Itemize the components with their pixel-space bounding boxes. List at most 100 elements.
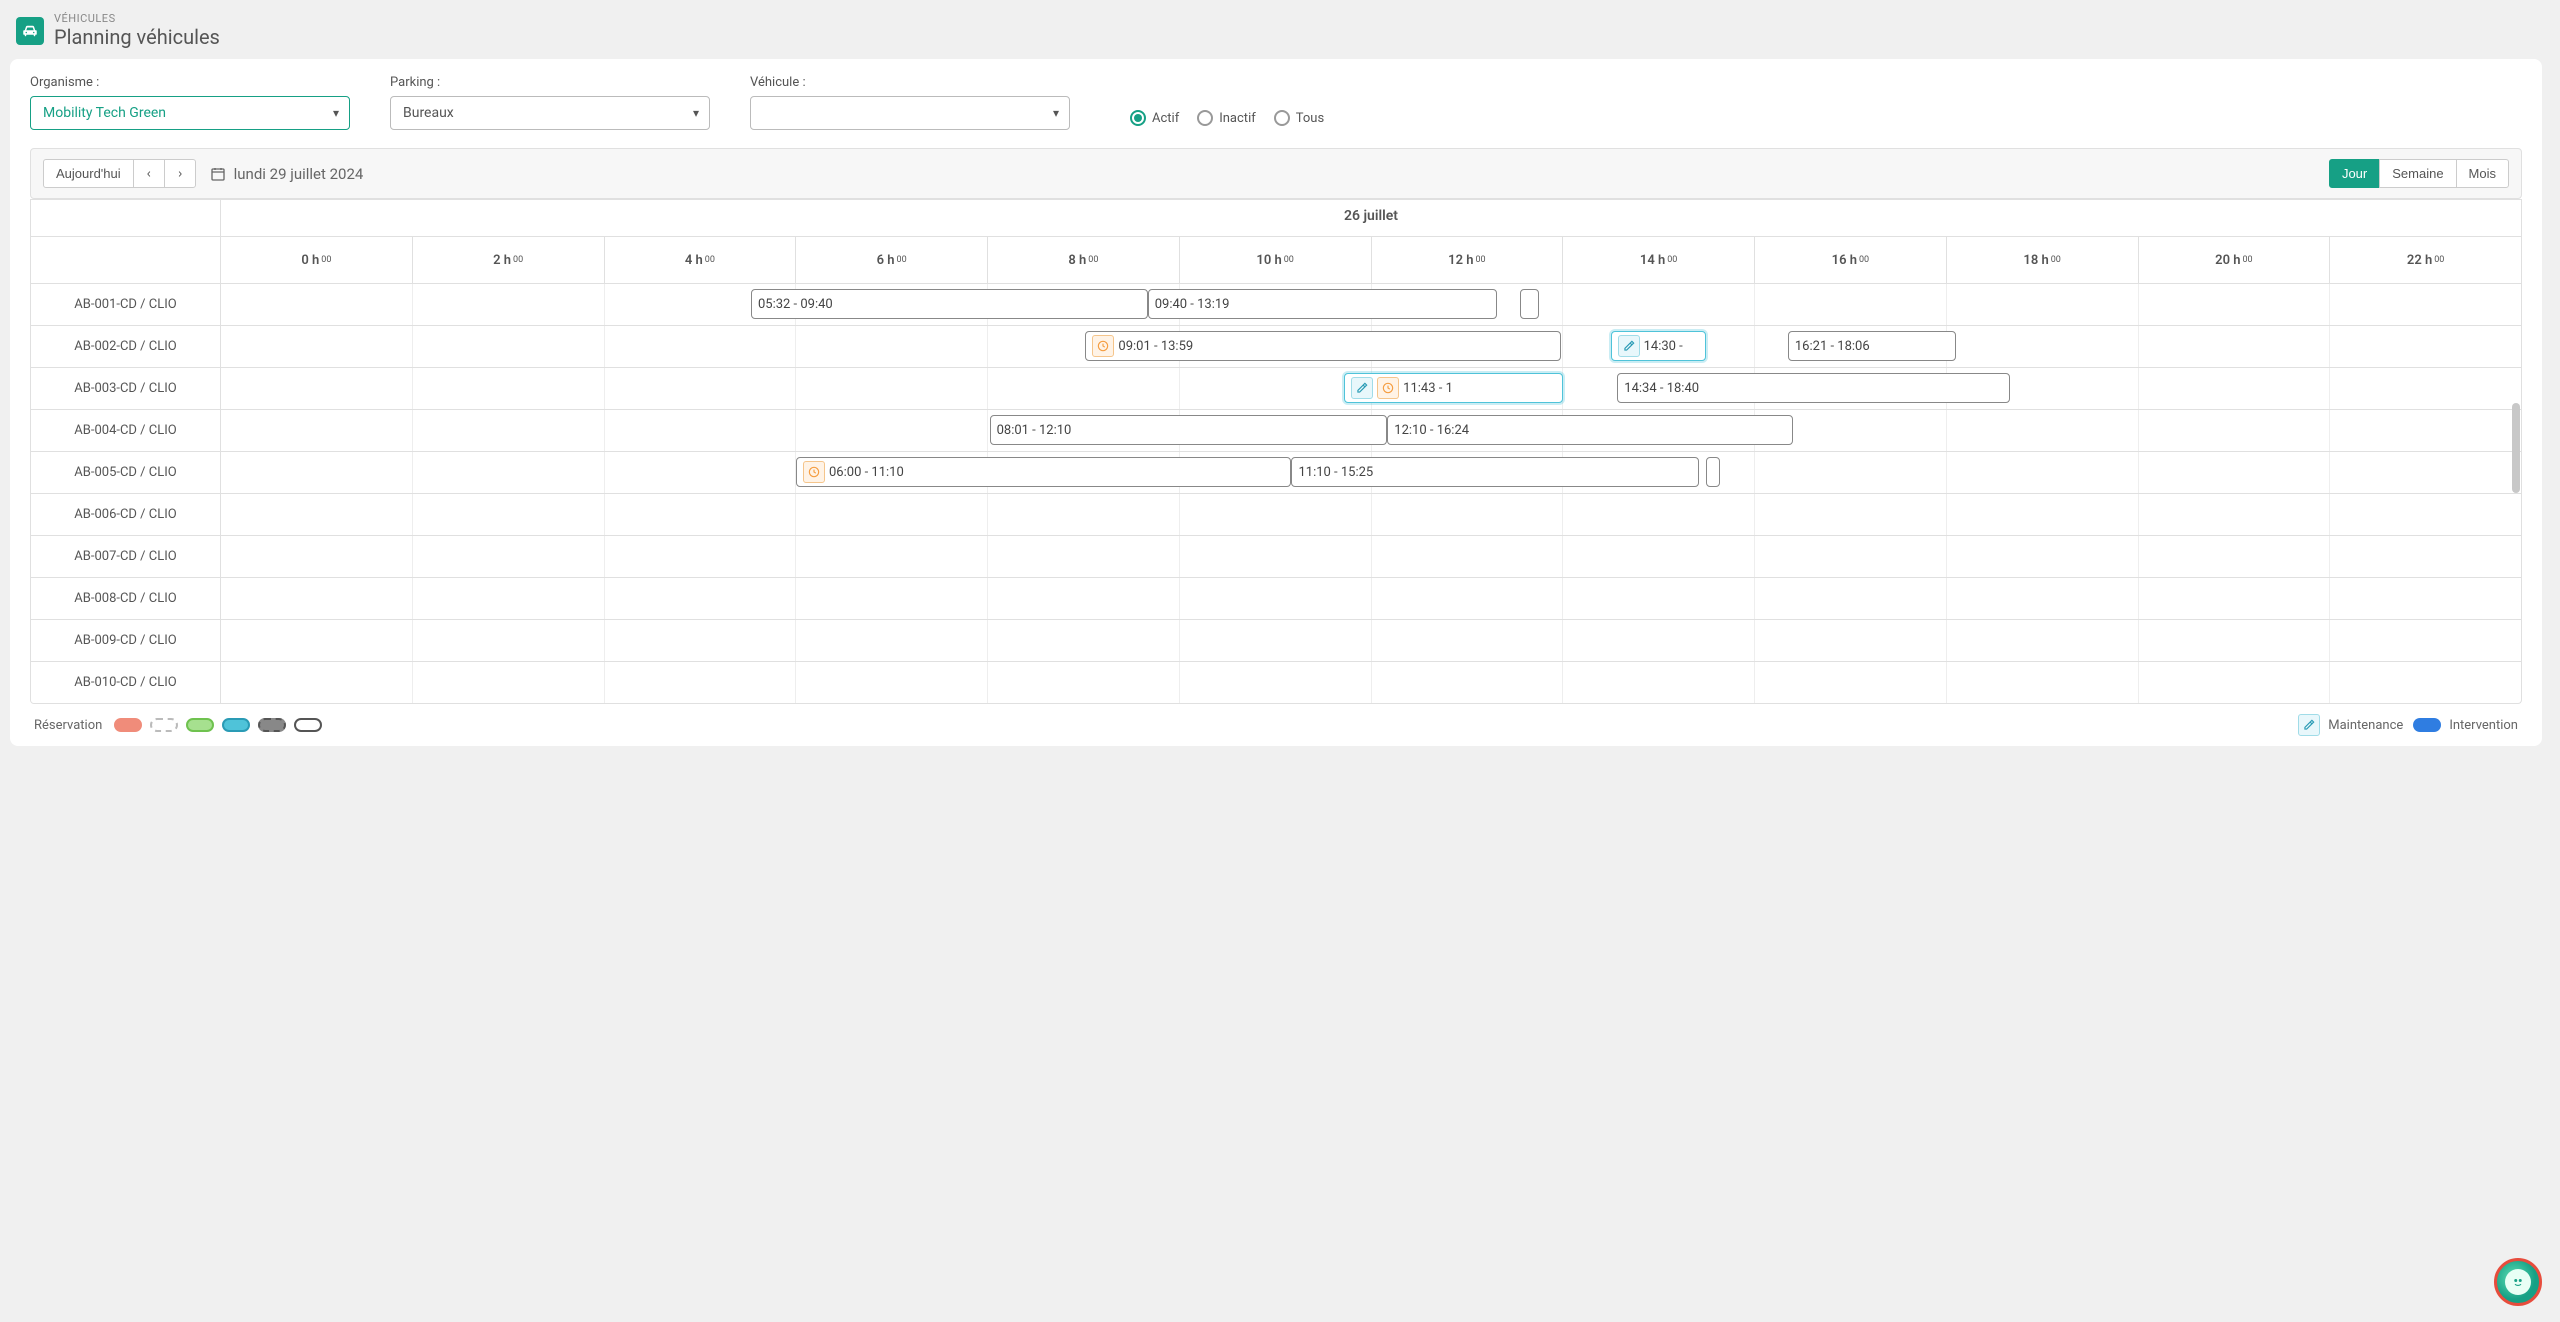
vehicle-label[interactable]: AB-009-CD / CLIO [31,620,221,661]
legend-swatch [258,718,286,732]
vehicle-row: AB-003-CD / CLIO 11:43 - 1 14:34 - 18:40 [31,367,2521,409]
vehicle-row: AB-009-CD / CLIO [31,619,2521,661]
schedule-event[interactable]: 05:32 - 09:40 [751,289,1148,319]
intervention-icon [1377,377,1399,399]
event-time-label: 09:40 - 13:19 [1155,297,1230,312]
view-semaine-button[interactable]: Semaine [2379,159,2456,188]
schedule-event[interactable]: 08:01 - 12:10 [990,415,1388,445]
schedule-event[interactable]: 11:43 - 1 [1344,373,1563,403]
vehicle-track: 05:32 - 09:40 09:40 - 13:19 [221,284,2521,325]
vehicle-label[interactable]: AB-002-CD / CLIO [31,326,221,367]
schedule-event[interactable]: 16:21 - 18:06 [1788,331,1956,361]
view-jour-button[interactable]: Jour [2329,159,2380,188]
organisme-label: Organisme : [30,75,350,90]
schedule-event[interactable]: 06:00 - 11:10 [796,457,1291,487]
vehicle-track: 06:00 - 11:10 11:10 - 15:25 [221,452,2521,493]
chat-fab[interactable] [2494,1258,2542,1306]
radio-tous-label: Tous [1296,111,1324,126]
schedule-event[interactable]: 09:01 - 13:59 [1085,331,1560,361]
hour-header-cell: 22 h00 [2329,237,2521,283]
vehicle-track: 09:01 - 13:59 14:30 - 16:21 - 18:06 [221,326,2521,367]
vehicle-label[interactable]: AB-007-CD / CLIO [31,536,221,577]
hours-header: 0 h002 h004 h006 h008 h0010 h0012 h0014 … [221,237,2521,283]
parking-value: Bureaux [403,105,454,121]
vehicle-label[interactable]: AB-004-CD / CLIO [31,410,221,451]
hour-header-cell: 12 h00 [1371,237,1563,283]
schedule-event[interactable] [1520,289,1539,319]
vehicle-label[interactable]: AB-006-CD / CLIO [31,494,221,535]
vehicle-track: 08:01 - 12:10 12:10 - 16:24 [221,410,2521,451]
radio-tous[interactable]: Tous [1274,110,1324,126]
radio-inactif[interactable]: Inactif [1197,110,1256,126]
schedule-event[interactable]: 09:40 - 13:19 [1148,289,1498,319]
vehicle-label[interactable]: AB-008-CD / CLIO [31,578,221,619]
event-time-label: 11:43 - 1 [1403,381,1453,396]
schedule-event[interactable]: 11:10 - 15:25 [1291,457,1698,487]
legend-intervention: Intervention [2413,718,2518,733]
event-time-label: 16:21 - 18:06 [1795,339,1870,354]
vehicle-label[interactable]: AB-003-CD / CLIO [31,368,221,409]
current-date: lundi 29 juillet 2024 [234,165,364,183]
hour-header-cell: 18 h00 [1946,237,2138,283]
legend-maintenance: Maintenance [2298,714,2403,736]
today-button[interactable]: Aujourd'hui [43,159,134,188]
hour-header-cell: 10 h00 [1179,237,1371,283]
schedule-date-header: 26 juillet [221,200,2521,236]
schedule-event[interactable]: 14:30 - [1611,331,1707,361]
status-radios: Actif Inactif Tous [1130,110,1324,126]
vehicule-label: Véhicule : [750,75,1070,90]
hour-header-cell: 4 h00 [604,237,796,283]
vehicle-row: AB-006-CD / CLIO [31,493,2521,535]
event-time-label: 05:32 - 09:40 [758,297,833,312]
prev-button[interactable] [133,159,165,188]
hour-header-cell: 0 h00 [221,237,412,283]
vehicle-label[interactable]: AB-001-CD / CLIO [31,284,221,325]
parking-select[interactable]: Bureaux [390,96,710,130]
legend-swatch [222,718,250,732]
maintenance-icon [1351,377,1373,399]
vehicule-select[interactable] [750,96,1070,130]
page-title: Planning véhicules [54,25,220,49]
legend: Réservation Maintenance Intervention [30,704,2522,738]
schedule-event[interactable]: 14:34 - 18:40 [1617,373,2010,403]
radio-inactif-label: Inactif [1219,111,1256,126]
date-display[interactable]: lundi 29 juillet 2024 [210,165,364,183]
hour-header-cell: 20 h00 [2138,237,2330,283]
schedule-body[interactable]: AB-001-CD / CLIO 05:32 - 09:40 09:40 - 13:… [31,283,2521,703]
radio-actif[interactable]: Actif [1130,110,1179,126]
maintenance-icon [2298,714,2320,736]
hour-header-cell: 2 h00 [412,237,604,283]
vehicle-row: AB-007-CD / CLIO [31,535,2521,577]
vehicle-row: AB-004-CD / CLIO 08:01 - 12:10 12:10 - 16:… [31,409,2521,451]
main-panel: Organisme : Mobility Tech Green Parking … [10,59,2542,746]
vehicle-label[interactable]: AB-010-CD / CLIO [31,662,221,703]
schedule: 26 juillet 0 h002 h004 h006 h008 h0010 h… [30,199,2522,704]
vehicle-row: AB-008-CD / CLIO [31,577,2521,619]
legend-swatch [186,718,214,732]
next-button[interactable] [164,159,196,188]
hour-header-cell: 16 h00 [1754,237,1946,283]
legend-swatch [114,718,142,732]
radio-actif-label: Actif [1152,111,1179,126]
organisme-select[interactable]: Mobility Tech Green [30,96,350,130]
chatbot-icon [2505,1269,2531,1295]
radio-dot-icon [1130,110,1146,126]
vehicle-track [221,662,2521,703]
legend-maintenance-label: Maintenance [2328,718,2403,733]
radio-dot-icon [1274,110,1290,126]
organisme-value: Mobility Tech Green [43,105,166,121]
hour-header-cell: 14 h00 [1562,237,1754,283]
event-time-label: 08:01 - 12:10 [997,423,1072,438]
vehicle-label[interactable]: AB-005-CD / CLIO [31,452,221,493]
vehicle-track [221,578,2521,619]
chevron-right-icon [177,169,183,179]
view-mois-button[interactable]: Mois [2456,159,2509,188]
calendar-icon [210,166,226,182]
schedule-event[interactable]: 12:10 - 16:24 [1387,415,1792,445]
legend-intervention-label: Intervention [2449,718,2518,733]
event-time-label: 11:10 - 15:25 [1298,465,1373,480]
schedule-event[interactable] [1706,457,1720,487]
schedule-toolbar: Aujourd'hui lundi 29 juillet 2024 Jour S… [30,148,2522,199]
legend-swatch [150,718,178,732]
vehicle-row: AB-002-CD / CLIO 09:01 - 13:59 14:30 - 16:2… [31,325,2521,367]
